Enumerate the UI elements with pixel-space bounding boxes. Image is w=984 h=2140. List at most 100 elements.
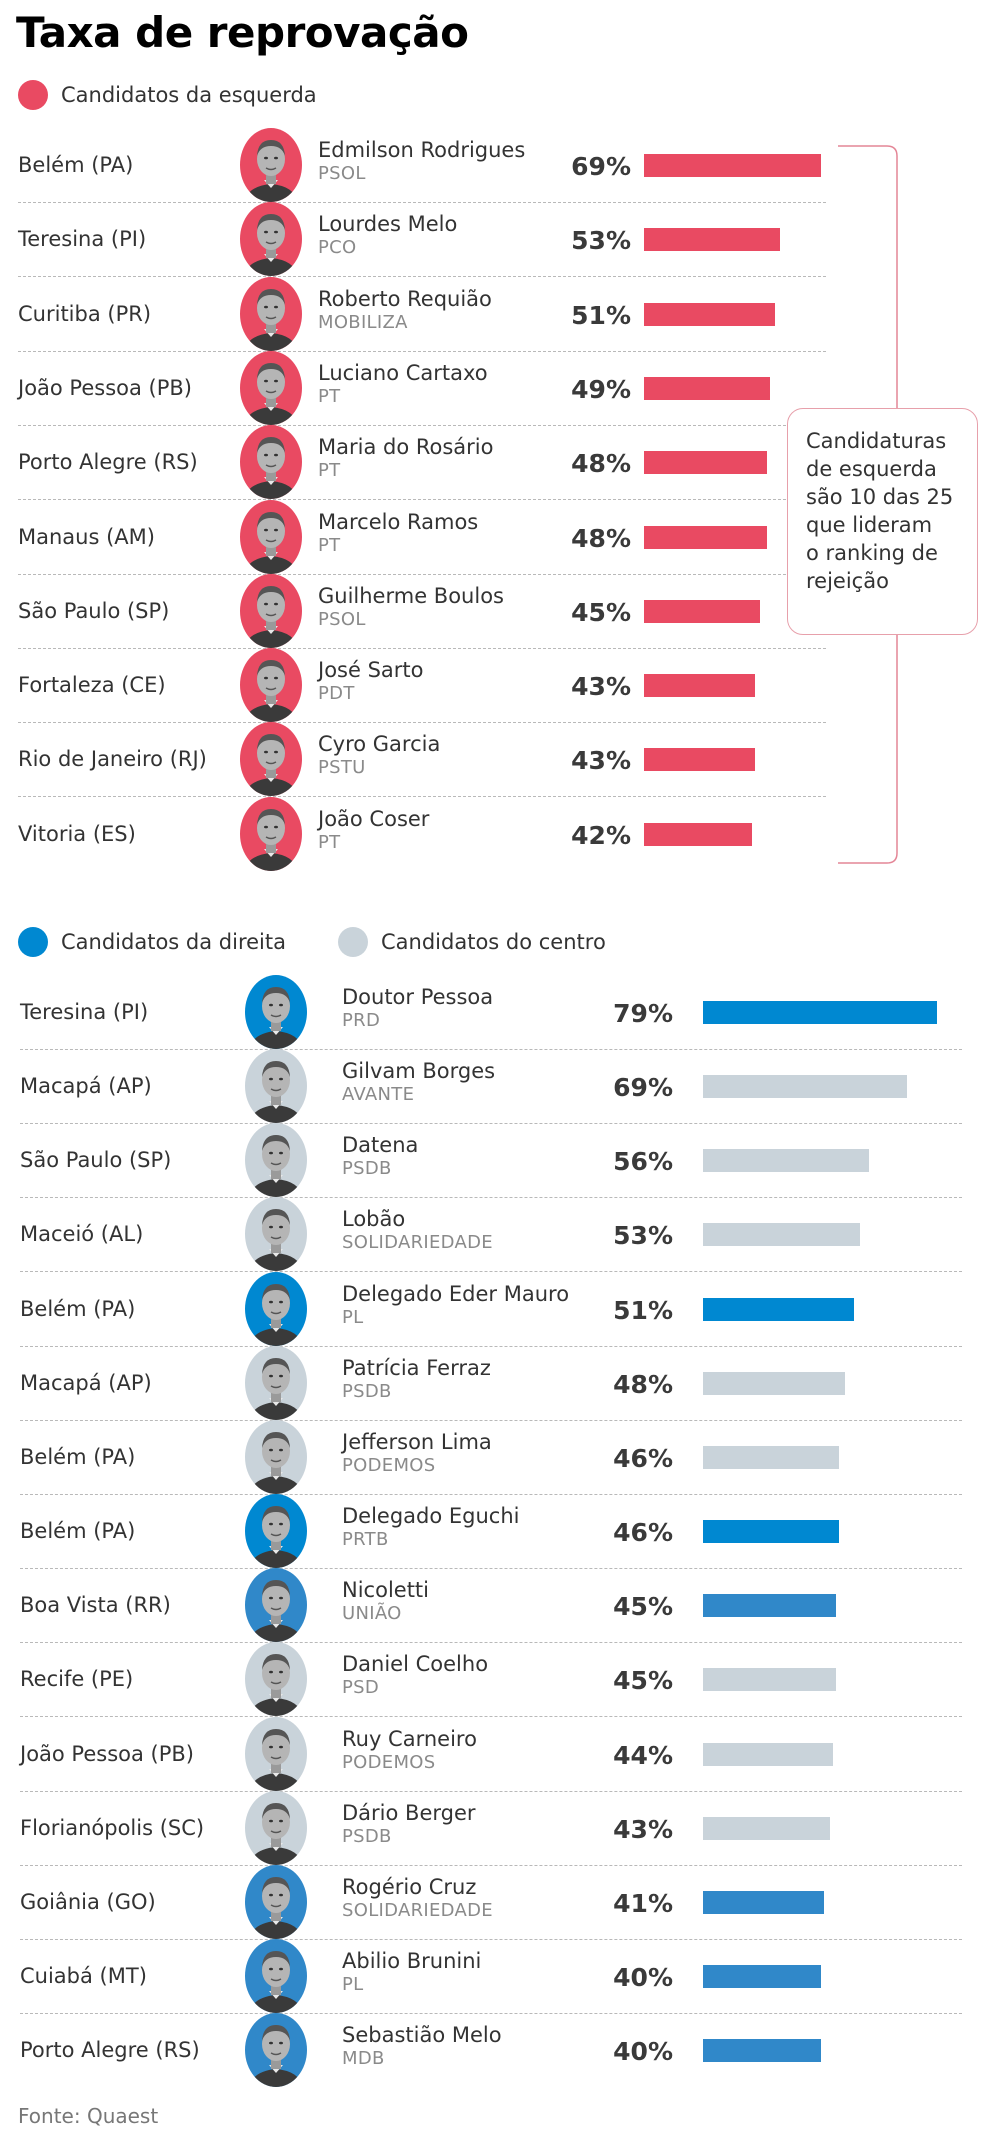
candidate-photo: [240, 128, 302, 202]
row-divider: [20, 1345, 962, 1347]
pct-label: 41%: [613, 1888, 673, 1918]
pct-label: 45%: [613, 1592, 673, 1622]
bar: [644, 599, 760, 623]
bar: [644, 376, 770, 400]
pct-label: 48%: [571, 449, 631, 479]
chart-row: Macapá (AP) Patrícia Ferraz PSDB 48%: [0, 1345, 984, 1421]
candidate-name: Cyro Garcia: [318, 732, 441, 757]
city-label: Belém (PA): [20, 1444, 136, 1469]
city-label: Macapá (AP): [20, 1370, 152, 1395]
row-divider: [20, 1271, 962, 1273]
candidate-party: PSDB: [342, 1380, 392, 1402]
row-divider: [20, 1123, 962, 1125]
candidate-photo: [240, 350, 302, 425]
bar: [644, 451, 768, 475]
chart-row: Belém (PA) Jefferson Lima PODEMOS 46%: [0, 1419, 984, 1495]
bar: [703, 1001, 937, 1024]
chart-row: Cuiabá (MT) Abilio Brunini PL 40%: [0, 1938, 984, 2014]
row-divider: [20, 1938, 962, 1940]
pct-label: 45%: [613, 1666, 673, 1696]
candidate-name: Roberto Requião: [318, 286, 492, 311]
pct-label: 46%: [613, 1443, 673, 1473]
candidate-name: Lobão: [342, 1207, 406, 1232]
candidate-party: MOBILIZA: [318, 311, 408, 333]
chart-row: Goiânia (GO) Rogério Cruz SOLIDARIEDADE 41%: [0, 1864, 984, 1940]
bar: [644, 674, 755, 698]
candidate-name: Gilvam Borges: [342, 1059, 496, 1084]
candidate-photo: [245, 1642, 307, 1717]
city-label: Maceió (AL): [20, 1222, 144, 1247]
candidate-photo: [245, 1197, 307, 1272]
candidate-party: PODEMOS: [342, 1751, 436, 1773]
legend-dot-centro-icon: [338, 927, 368, 957]
candidate-party: PSD: [342, 1677, 380, 1699]
chart-row: Florianópolis (SC) Dário Berger PSDB 43%: [0, 1790, 984, 1866]
pct-label: 43%: [613, 1814, 673, 1844]
annotation-line: rejeição: [806, 569, 889, 593]
candidate-name: Nicoletti: [342, 1578, 429, 1603]
city-label: Macapá (AP): [20, 1074, 152, 1099]
candidate-party: PDT: [318, 683, 355, 705]
candidate-name: Jefferson Lima: [342, 1429, 492, 1454]
candidate-party: PSOL: [318, 608, 366, 630]
row-divider: [20, 1197, 962, 1199]
candidate-party: PSDB: [342, 1825, 392, 1847]
chart-row: Manaus (AM) Marcelo Ramos PT 48%: [0, 499, 984, 575]
candidate-name: Daniel Coelho: [342, 1652, 489, 1677]
chart-row: João Pessoa (PB) Ruy Carneiro PODEMOS 44%: [0, 1716, 984, 1792]
chart-row: São Paulo (SP) Datena PSDB 56%: [0, 1123, 984, 1199]
chart-row: Porto Alegre (RS) Maria do Rosário PT 48%: [0, 425, 984, 501]
legend-direita: Candidatos da direita: [18, 927, 286, 957]
candidate-party: PSTU: [318, 757, 366, 779]
city-label: Porto Alegre (RS): [20, 2038, 200, 2063]
candidate-name: Abilio Brunini: [342, 1948, 482, 1973]
chart-row: Vitoria (ES) João Coser PT 42%: [0, 796, 984, 871]
row-divider: [20, 1419, 962, 1421]
bar: [703, 1445, 840, 1469]
pct-label: 56%: [613, 1147, 673, 1177]
row-divider: [18, 722, 826, 724]
annotation-line: que lideram: [806, 513, 933, 537]
chart-row: Teresina (PI) Lourdes Melo PCO 53%: [0, 202, 984, 278]
candidate-party: PSOL: [318, 163, 366, 184]
city-label: São Paulo (SP): [18, 598, 170, 623]
city-label: Teresina (PI): [18, 227, 147, 252]
annotation-line: Candidaturas: [806, 429, 947, 453]
bar: [644, 822, 752, 846]
candidate-photo: [240, 648, 302, 723]
candidate-name: Delegado Eguchi: [342, 1504, 520, 1529]
candidate-name: Sebastião Melo: [342, 2023, 502, 2048]
pct-label: 43%: [571, 746, 631, 776]
candidate-name: José Sarto: [318, 658, 424, 683]
candidate-photo: [240, 796, 302, 871]
candidate-party: PT: [318, 460, 341, 482]
bar: [644, 228, 781, 252]
candidate-name: Luciano Cartaxo: [318, 360, 488, 385]
row-divider: [18, 350, 826, 352]
candidate-party: SOLIDARIEDADE: [342, 1899, 493, 1921]
row-divider: [20, 1049, 962, 1050]
city-label: Teresina (PI): [20, 1000, 149, 1024]
bar: [703, 1149, 869, 1173]
candidate-photo: [240, 202, 302, 277]
candidate-party: SOLIDARIEDADE: [342, 1232, 493, 1254]
pct-label: 69%: [571, 152, 631, 181]
pct-label: 51%: [571, 300, 631, 330]
candidate-name: Dário Berger: [342, 1800, 476, 1825]
chart-row: Belém (PA) Edmilson Rodrigues PSOL 69%: [0, 128, 984, 203]
annotation-line: de esquerda: [806, 457, 937, 481]
row-divider: [18, 276, 826, 278]
bar: [703, 1890, 825, 1914]
bar: [644, 525, 768, 549]
legend-label-esquerda: Candidatos da esquerda: [61, 83, 317, 107]
candidate-party: AVANTE: [342, 1084, 415, 1106]
row-divider: [20, 2012, 962, 2014]
legend-label-centro: Candidatos do centro: [381, 930, 606, 954]
bar: [703, 1223, 860, 1247]
bar: [703, 1371, 846, 1395]
row-divider: [20, 1864, 962, 1866]
candidate-party: MDB: [342, 2048, 385, 2070]
pct-label: 49%: [571, 374, 631, 404]
chart-row: Rio de Janeiro (RJ) Cyro Garcia PSTU 43%: [0, 722, 984, 798]
candidate-photo: [240, 722, 302, 797]
